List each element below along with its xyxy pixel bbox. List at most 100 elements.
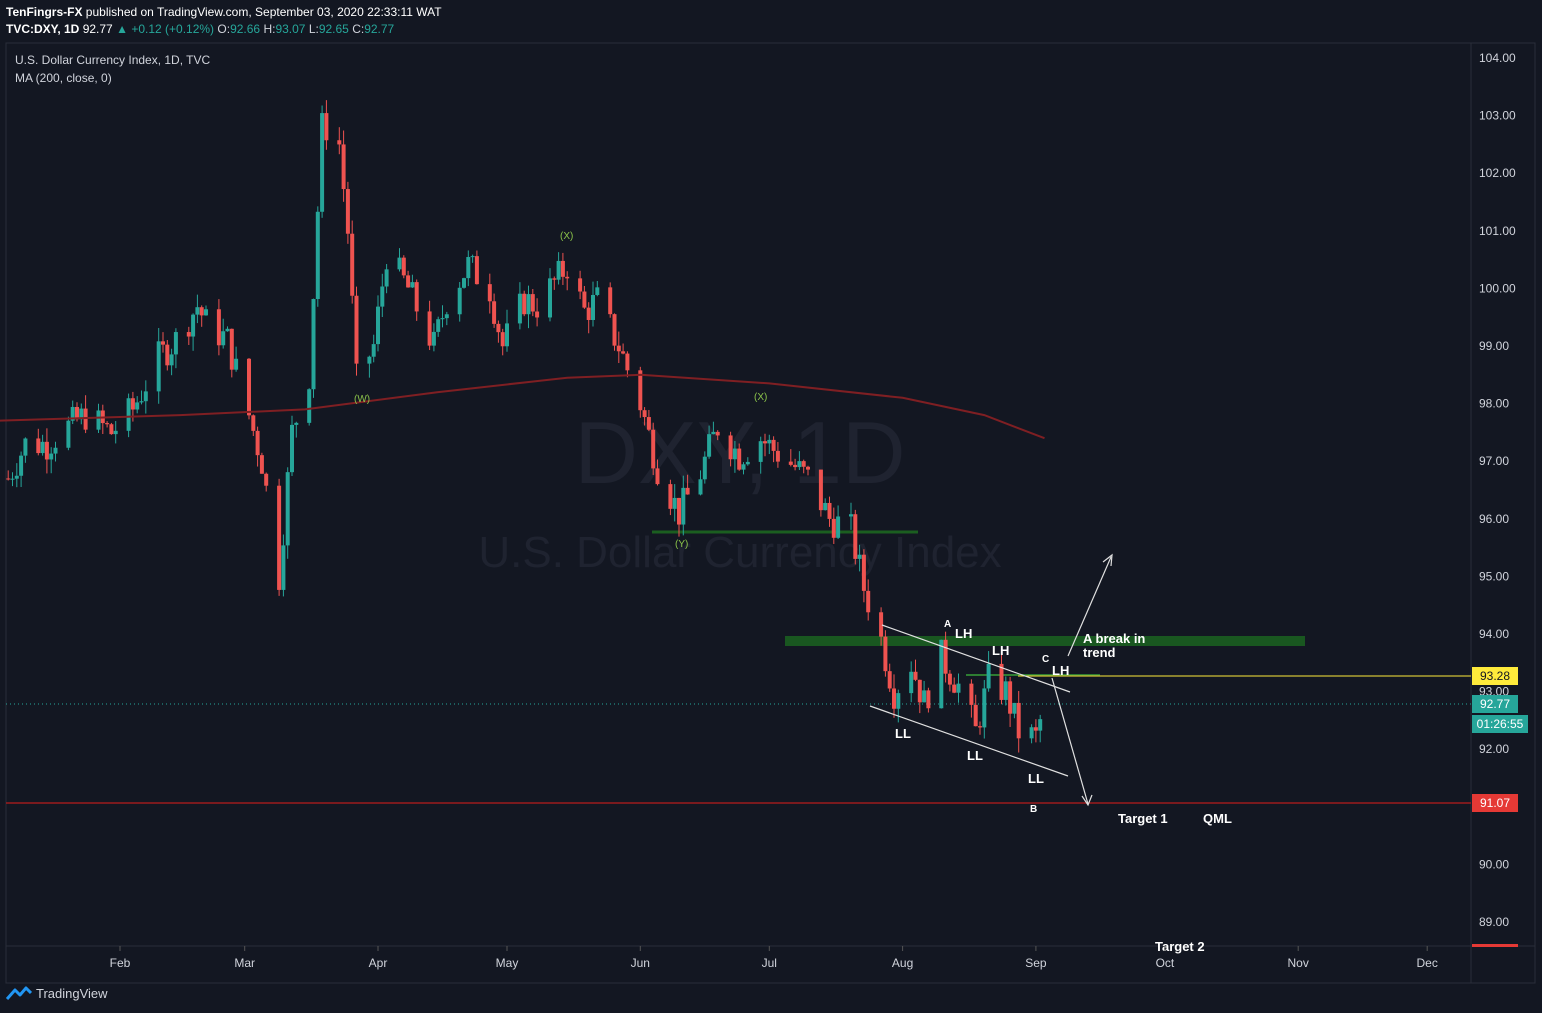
candle-body [952, 684, 957, 693]
point-label-b: B [1030, 804, 1037, 815]
candle-body [315, 211, 320, 300]
candle-body [879, 612, 884, 637]
candle-body [922, 690, 927, 703]
candle-body [1029, 727, 1034, 739]
price-tick-label: 101.00 [1479, 224, 1516, 238]
candle-body [10, 478, 15, 480]
price-tick-label: 90.00 [1479, 857, 1509, 871]
last-price-badge [1472, 695, 1518, 713]
candle-body [892, 688, 896, 709]
time-tick-label: Nov [1288, 956, 1309, 970]
candle-body [775, 450, 780, 462]
candle-body [66, 420, 71, 448]
candle-body [1033, 727, 1038, 731]
price-axis: 104.00 103.00 102.00 101.00 100.00 99.00 98.00… [1479, 51, 1516, 929]
candle-body [853, 514, 858, 559]
swing-label-lh1: LH [955, 626, 972, 641]
candle-body [702, 456, 707, 480]
target2-badge [1472, 944, 1518, 947]
breakout-arrow [1067, 556, 1112, 657]
candle-body [677, 497, 681, 525]
tradingview-brand[interactable]: TradingView [6, 985, 108, 1001]
candle-body [229, 328, 234, 370]
candle-body [668, 484, 673, 509]
close-value: 92.77 [364, 22, 395, 36]
candle-body [380, 286, 385, 307]
candle-body [556, 260, 561, 280]
time-tick-label: May [496, 956, 519, 970]
candle-body [552, 278, 557, 280]
open-value: 92.66 [230, 22, 261, 36]
open-label: O: [217, 22, 231, 36]
candle-body [195, 307, 200, 315]
candle-body [909, 671, 914, 694]
candle-body [943, 639, 948, 674]
candle-body [608, 287, 613, 315]
candle-body [440, 318, 445, 320]
wave-label-w: (W) [354, 394, 370, 405]
brand-name: TradingView [36, 985, 108, 1001]
candle-body [969, 683, 974, 705]
candle-body [40, 441, 45, 454]
candle-body [19, 455, 24, 476]
publish-header: TenFingrs-FX published on TradingView.co… [6, 5, 442, 19]
candle-body [109, 424, 114, 435]
candle-body [6, 478, 11, 480]
candle-body [741, 464, 746, 470]
candle-body [161, 341, 165, 345]
price-tick-label: 92.00 [1479, 742, 1509, 756]
candle-body [1012, 702, 1017, 714]
candle-body [612, 314, 617, 346]
candle-body [771, 439, 776, 451]
candle-body [560, 260, 565, 277]
candle-body [320, 113, 325, 212]
publisher-name: TenFingrs-FX [6, 5, 83, 19]
wave-label-x1: (X) [560, 231, 573, 242]
candle-body [311, 299, 316, 390]
channel-lower [869, 705, 1069, 777]
candle-body [767, 439, 772, 444]
candle-body [75, 406, 79, 420]
candle-body [526, 294, 531, 315]
publish-info: published on TradingView.com, September … [85, 5, 442, 19]
candle-body [681, 487, 686, 525]
price-tick-label: 89.00 [1479, 915, 1509, 929]
candle-body [285, 472, 290, 546]
candle-body [259, 455, 264, 474]
price-change: +0.12 (+0.12%) [131, 22, 215, 36]
candle-body [707, 434, 712, 457]
candle-body [505, 323, 509, 347]
candle-body [896, 693, 901, 709]
candle-body [763, 441, 767, 444]
candle-body [616, 345, 621, 352]
high-label: H: [263, 22, 276, 36]
candle-body [462, 278, 466, 288]
time-tick-label: Jul [762, 956, 777, 970]
candle-body [956, 683, 961, 693]
candle-body [827, 502, 832, 519]
candle-body [354, 295, 359, 364]
candle-body [371, 344, 376, 357]
candle-body [638, 370, 643, 411]
price-tick-label: 96.00 [1479, 512, 1509, 526]
candle-body [204, 309, 208, 316]
candle-body [582, 291, 587, 308]
candle-body [324, 113, 329, 141]
candle-body [823, 502, 828, 511]
symbol-name: TVC:DXY, 1D [6, 22, 80, 36]
break-note-line2: trend [1083, 645, 1116, 660]
candle-body [535, 311, 540, 318]
target2-label: Target 2 [1155, 939, 1205, 954]
candle-body [698, 479, 703, 495]
candle-body [341, 144, 346, 190]
candle-body [487, 284, 492, 302]
close-label: C: [352, 22, 365, 36]
point-label-a: A [944, 619, 951, 630]
candle-body [793, 464, 798, 468]
candle-body [642, 410, 647, 418]
candle-body [414, 282, 419, 312]
candle-body [887, 671, 892, 689]
swing-label-lh3: LH [1052, 663, 1069, 678]
candle-body [548, 278, 552, 318]
